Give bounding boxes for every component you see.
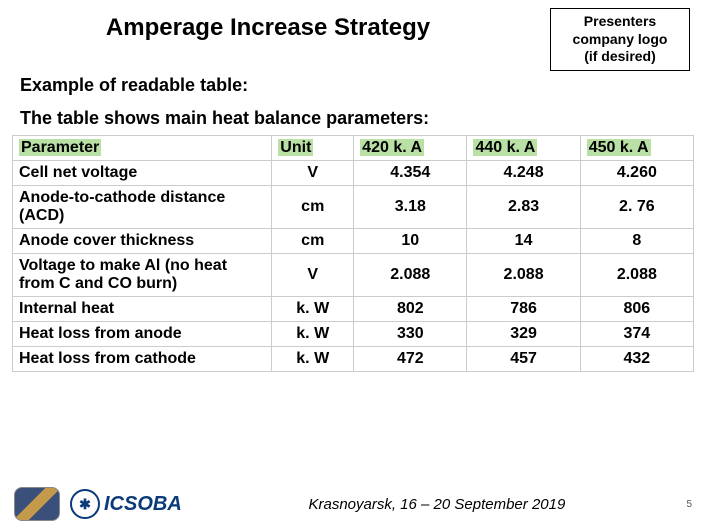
cell-value: 330	[354, 321, 467, 346]
page-number: 5	[672, 499, 692, 510]
cell-unit: V	[272, 160, 354, 185]
cell-parameter: Voltage to make Al (no heat from C and C…	[13, 253, 272, 296]
partner-logo-icon	[14, 487, 60, 521]
table-row: Heat loss from cathodek. W472457432	[13, 346, 694, 371]
cell-value: 432	[580, 346, 693, 371]
table-row: Voltage to make Al (no heat from C and C…	[13, 253, 694, 296]
cell-value: 8	[580, 228, 693, 253]
cell-unit: k. W	[272, 346, 354, 371]
table-row: Anode cover thicknesscm10148	[13, 228, 694, 253]
logo-box-line: company logo	[559, 31, 681, 49]
cell-parameter: Anode cover thickness	[13, 228, 272, 253]
cell-unit: cm	[272, 185, 354, 228]
org-name: ICSOBA	[104, 493, 182, 516]
header-row: Amperage Increase Strategy Presenters co…	[0, 0, 706, 71]
cell-parameter: Anode-to-cathode distance (ACD)	[13, 185, 272, 228]
table-header-row: Parameter Unit 420 k. A 440 k. A 450 k. …	[13, 135, 694, 160]
col-450: 450 k. A	[580, 135, 693, 160]
cell-value: 2.83	[467, 185, 580, 228]
cell-value: 329	[467, 321, 580, 346]
cell-value: 472	[354, 346, 467, 371]
cell-value: 4.260	[580, 160, 693, 185]
page-title: Amperage Increase Strategy	[16, 14, 550, 42]
icsoba-logo: ✱ ICSOBA	[70, 489, 182, 519]
title-column: Amperage Increase Strategy	[16, 8, 550, 42]
col-440: 440 k. A	[467, 135, 580, 160]
logo-box-line: (if desired)	[559, 48, 681, 66]
cell-value: 802	[354, 296, 467, 321]
col-label: 450 k. A	[587, 139, 651, 156]
table-row: Heat loss from anodek. W330329374	[13, 321, 694, 346]
col-label: Unit	[278, 139, 313, 156]
table-intro: The table shows main heat balance parame…	[0, 104, 706, 135]
cell-parameter: Internal heat	[13, 296, 272, 321]
table-row: Internal heatk. W802786806	[13, 296, 694, 321]
table-row: Anode-to-cathode distance (ACD)cm3.182.8…	[13, 185, 694, 228]
cell-unit: cm	[272, 228, 354, 253]
cell-value: 2. 76	[580, 185, 693, 228]
col-label: 420 k. A	[360, 139, 424, 156]
table-head: Parameter Unit 420 k. A 440 k. A 450 k. …	[13, 135, 694, 160]
col-label: 440 k. A	[473, 139, 537, 156]
cell-parameter: Heat loss from cathode	[13, 346, 272, 371]
cell-value: 4.354	[354, 160, 467, 185]
cell-value: 374	[580, 321, 693, 346]
heat-balance-table: Parameter Unit 420 k. A 440 k. A 450 k. …	[12, 135, 694, 372]
cell-parameter: Heat loss from anode	[13, 321, 272, 346]
cell-value: 806	[580, 296, 693, 321]
company-logo-box: Presenters company logo (if desired)	[550, 8, 690, 71]
table-row: Cell net voltageV4.3544.2484.260	[13, 160, 694, 185]
cell-value: 457	[467, 346, 580, 371]
col-420: 420 k. A	[354, 135, 467, 160]
cell-value: 2.088	[580, 253, 693, 296]
cell-parameter: Cell net voltage	[13, 160, 272, 185]
logo-box-line: Presenters	[559, 13, 681, 31]
cell-value: 10	[354, 228, 467, 253]
cell-value: 4.248	[467, 160, 580, 185]
cell-unit: V	[272, 253, 354, 296]
cell-value: 14	[467, 228, 580, 253]
col-parameter: Parameter	[13, 135, 272, 160]
slide-footer: ✱ ICSOBA Krasnoyarsk, 16 – 20 September …	[0, 487, 706, 521]
col-label: Parameter	[19, 139, 101, 156]
cell-unit: k. W	[272, 321, 354, 346]
subtitle: Example of readable table:	[0, 71, 706, 104]
cell-value: 786	[467, 296, 580, 321]
col-unit: Unit	[272, 135, 354, 160]
cell-unit: k. W	[272, 296, 354, 321]
footer-logos: ✱ ICSOBA	[14, 487, 182, 521]
cell-value: 2.088	[354, 253, 467, 296]
cell-value: 2.088	[467, 253, 580, 296]
cell-value: 3.18	[354, 185, 467, 228]
icsoba-emblem-icon: ✱	[70, 489, 100, 519]
conference-line: Krasnoyarsk, 16 – 20 September 2019	[182, 496, 672, 513]
table-body: Cell net voltageV4.3544.2484.260Anode-to…	[13, 160, 694, 371]
